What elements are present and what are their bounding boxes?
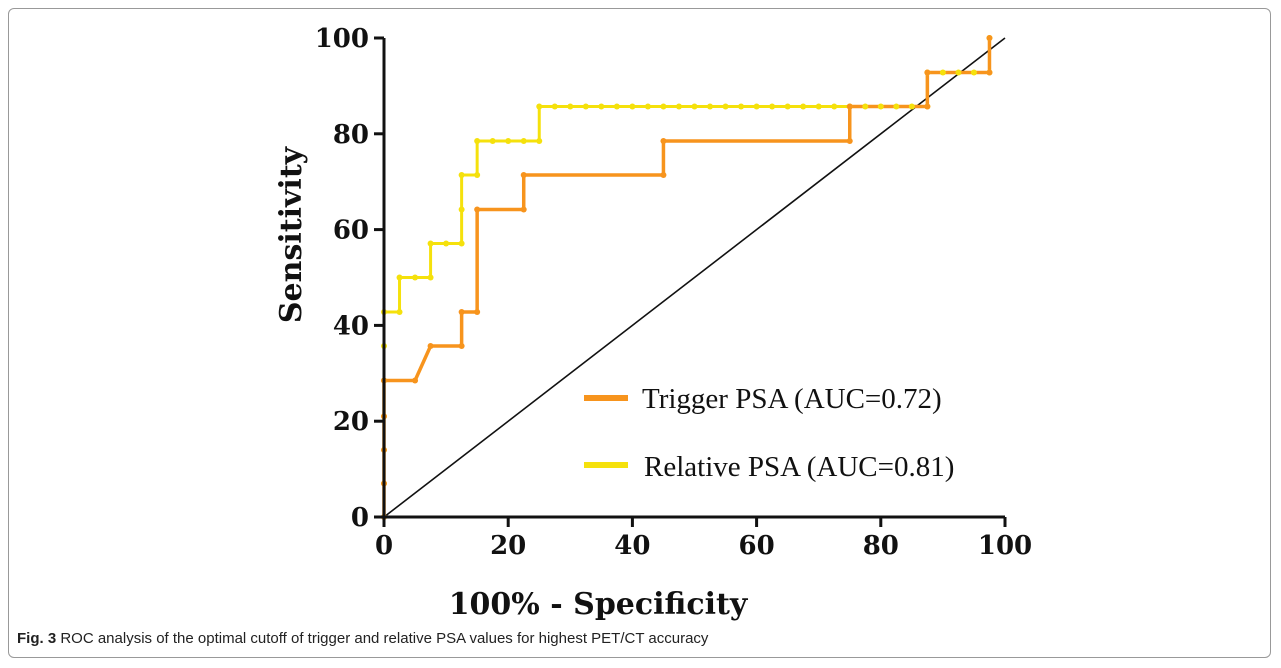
data-point-relative-psa bbox=[784, 103, 791, 110]
series-line-trigger-psa bbox=[382, 38, 992, 517]
data-point-relative-psa bbox=[815, 103, 822, 110]
caption-label: Fig. 3 bbox=[17, 630, 57, 647]
data-point-trigger-psa bbox=[412, 377, 419, 384]
data-point-relative-psa bbox=[458, 240, 465, 247]
x-tick-label: 100 bbox=[978, 531, 1032, 561]
figure-frame bbox=[8, 8, 1271, 658]
data-point-trigger-psa bbox=[924, 103, 931, 110]
data-point-relative-psa bbox=[955, 69, 962, 76]
legend-label-trigger-psa: Trigger PSA (AUC=0.72) bbox=[642, 383, 942, 415]
data-point-relative-psa bbox=[567, 103, 574, 110]
data-point-trigger-psa bbox=[474, 308, 481, 315]
data-point-relative-psa bbox=[458, 171, 465, 178]
data-point-relative-psa bbox=[644, 103, 651, 110]
data-point-trigger-psa bbox=[427, 342, 434, 349]
data-point-relative-psa bbox=[738, 103, 745, 110]
reference-layer bbox=[383, 37, 1006, 518]
reference-diagonal-line bbox=[383, 37, 1006, 518]
y-tick-label: 100 bbox=[315, 24, 369, 54]
data-point-relative-psa bbox=[505, 137, 512, 144]
data-point-trigger-psa bbox=[924, 69, 931, 76]
data-point-relative-psa bbox=[831, 103, 838, 110]
data-point-relative-psa bbox=[582, 103, 589, 110]
data-point-relative-psa bbox=[458, 206, 465, 213]
data-point-trigger-psa bbox=[660, 171, 667, 178]
data-point-relative-psa bbox=[629, 103, 636, 110]
ticks-layer: 0 20 40 60 80 100 0 20 40 60 80 100 bbox=[315, 24, 1032, 561]
data-point-relative-psa bbox=[536, 103, 543, 110]
data-point-trigger-psa bbox=[986, 69, 993, 76]
data-point-relative-psa bbox=[396, 308, 403, 315]
data-point-trigger-psa bbox=[986, 35, 993, 41]
data-point-relative-psa bbox=[443, 240, 450, 247]
data-point-relative-psa bbox=[862, 103, 869, 110]
data-point-relative-psa bbox=[707, 103, 714, 110]
data-point-relative-psa bbox=[970, 69, 977, 76]
x-axis-title: 100% - Specificity bbox=[449, 587, 749, 622]
data-point-relative-psa bbox=[691, 103, 698, 110]
y-tick-label: 40 bbox=[333, 311, 369, 341]
data-point-relative-psa bbox=[536, 137, 543, 144]
data-point-trigger-psa bbox=[458, 308, 465, 315]
data-point-relative-psa bbox=[598, 103, 605, 110]
data-point-trigger-psa bbox=[520, 171, 527, 178]
data-point-relative-psa bbox=[613, 103, 620, 110]
x-tick-label: 0 bbox=[375, 531, 393, 561]
caption-text: ROC analysis of the optimal cutoff of tr… bbox=[60, 630, 709, 647]
data-point-relative-psa bbox=[489, 137, 496, 144]
data-point-relative-psa bbox=[396, 274, 403, 281]
data-point-trigger-psa bbox=[660, 137, 667, 144]
data-point-relative-psa bbox=[893, 103, 900, 110]
data-point-relative-psa bbox=[520, 137, 527, 144]
data-point-relative-psa bbox=[675, 103, 682, 110]
data-point-relative-psa bbox=[412, 274, 419, 281]
x-tick-label: 40 bbox=[614, 531, 650, 561]
legend: Trigger PSA (AUC=0.72) Relative PSA (AUC… bbox=[584, 383, 954, 483]
data-point-trigger-psa bbox=[458, 342, 465, 349]
axes-layer bbox=[382, 38, 1005, 519]
data-point-relative-psa bbox=[427, 274, 434, 281]
x-tick-label: 60 bbox=[739, 531, 775, 561]
series-line-relative-psa bbox=[382, 38, 991, 517]
data-point-relative-psa bbox=[474, 137, 481, 144]
y-tick-label: 0 bbox=[351, 503, 369, 533]
data-point-trigger-psa bbox=[474, 206, 481, 213]
data-point-trigger-psa bbox=[520, 206, 527, 213]
data-point-relative-psa bbox=[753, 103, 760, 110]
data-point-relative-psa bbox=[660, 103, 667, 110]
y-tick-label: 60 bbox=[333, 216, 369, 246]
y-tick-label: 80 bbox=[333, 120, 369, 150]
data-point-trigger-psa bbox=[846, 137, 853, 144]
figure-caption: Fig. 3 ROC analysis of the optimal cutof… bbox=[17, 630, 1257, 647]
series-layer bbox=[381, 35, 993, 520]
data-point-relative-psa bbox=[769, 103, 776, 110]
data-point-relative-psa bbox=[877, 103, 884, 110]
data-point-relative-psa bbox=[722, 103, 729, 110]
data-point-relative-psa bbox=[474, 171, 481, 178]
data-point-relative-psa bbox=[939, 69, 946, 76]
data-point-relative-psa bbox=[800, 103, 807, 110]
y-axis-title: Sensitivity bbox=[274, 145, 309, 323]
y-tick-label: 20 bbox=[333, 407, 369, 437]
x-tick-label: 80 bbox=[863, 531, 899, 561]
data-point-trigger-psa bbox=[846, 103, 853, 110]
data-point-relative-psa bbox=[908, 103, 915, 110]
data-point-relative-psa bbox=[551, 103, 558, 110]
data-point-relative-psa bbox=[427, 240, 434, 247]
x-tick-label: 20 bbox=[490, 531, 526, 561]
legend-label-relative-psa: Relative PSA (AUC=0.81) bbox=[644, 451, 954, 483]
